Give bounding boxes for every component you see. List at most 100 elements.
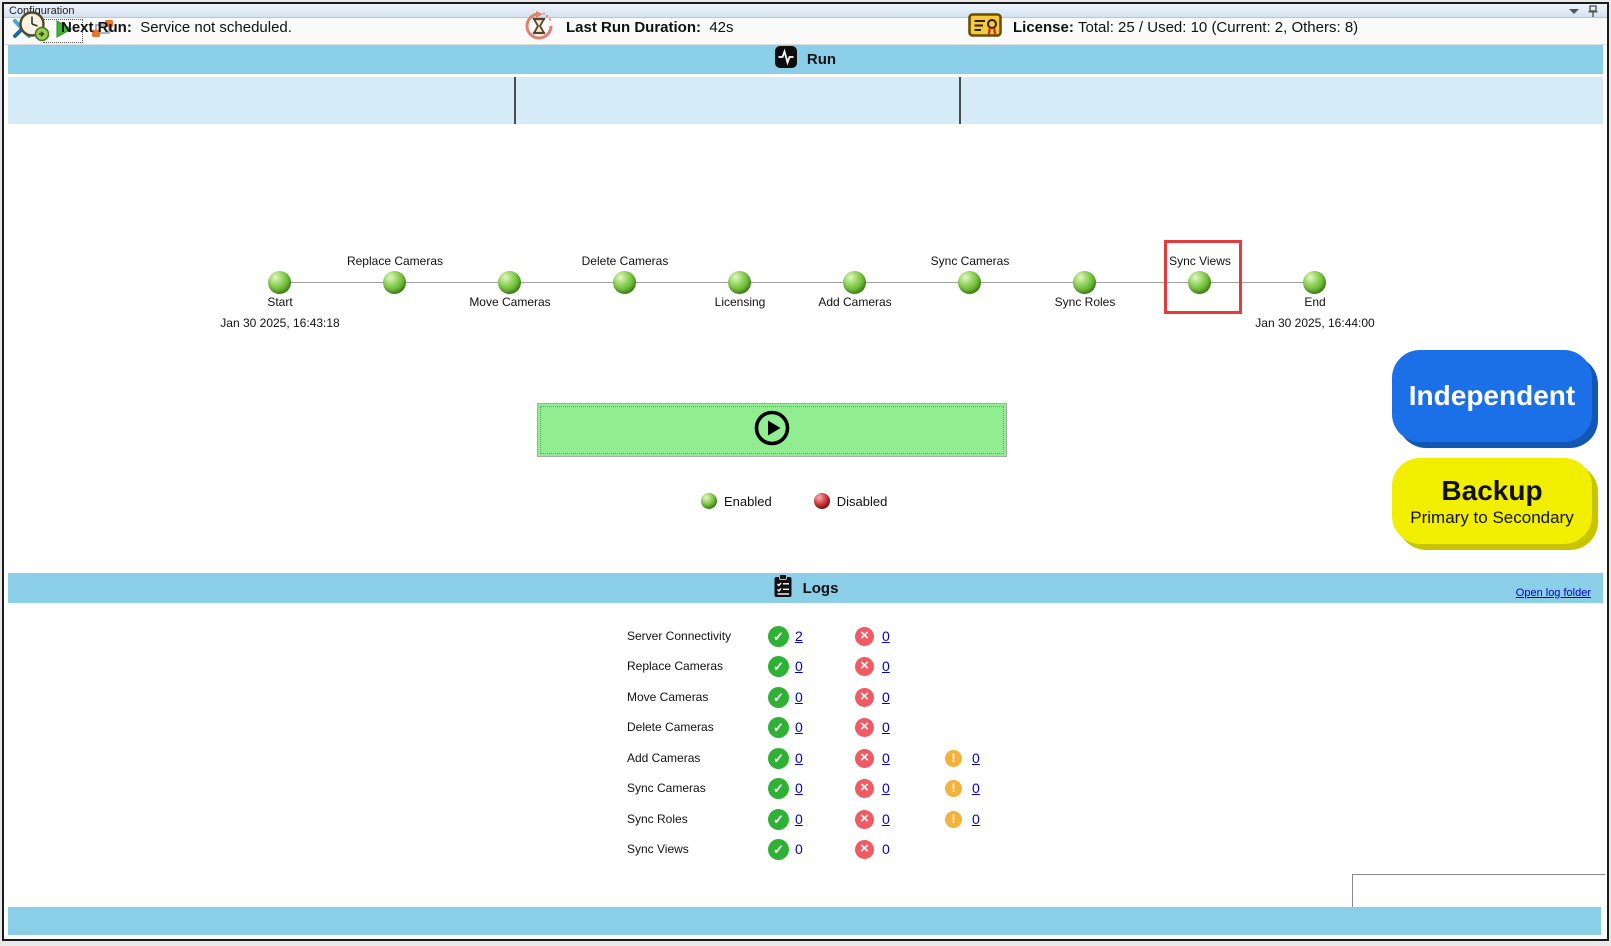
log-row-sync-views: Sync Views ✓ 0 × 0 bbox=[627, 839, 1047, 861]
success-icon: ✓ bbox=[768, 809, 789, 830]
log-row-sync-roles: Sync Roles ✓ 0 × 0 ! 0 bbox=[627, 809, 1047, 831]
timeline-node-add-cameras[interactable] bbox=[843, 271, 866, 294]
timeline-label-replace-cameras: Replace Cameras bbox=[346, 254, 444, 268]
log-row-sync-cameras: Sync Cameras ✓ 0 × 0 ! 0 bbox=[627, 778, 1047, 800]
right-panel-side-border bbox=[1352, 874, 1353, 907]
timeline-label-sync-views: Sync Views bbox=[1169, 254, 1231, 268]
timeline-label-add-cameras: Add Cameras bbox=[818, 295, 892, 309]
timeline-node-sync-roles[interactable] bbox=[1073, 271, 1096, 294]
log-row-label: Add Cameras bbox=[627, 751, 701, 765]
success-count-link[interactable]: 0 bbox=[795, 719, 803, 735]
success-icon: ✓ bbox=[768, 717, 789, 738]
log-row-label: Delete Cameras bbox=[627, 720, 714, 734]
log-row-label: Sync Cameras bbox=[627, 781, 706, 795]
success-count-link[interactable]: 0 bbox=[795, 658, 803, 674]
license-card-icon bbox=[968, 12, 1002, 44]
log-row-label: Move Cameras bbox=[627, 690, 709, 704]
duration-hourglass-icon bbox=[523, 10, 555, 46]
right-panel-bottom-border bbox=[1352, 874, 1605, 875]
run-section-header: Run bbox=[8, 45, 1603, 74]
enabled-dot-icon bbox=[701, 493, 717, 509]
license-value: Total: 25 / Used: 10 (Current: 2, Others… bbox=[1078, 19, 1359, 36]
play-icon bbox=[53, 19, 73, 44]
warning-count-link[interactable]: 0 bbox=[972, 750, 980, 766]
timeline-label-sync-roles: Sync Roles bbox=[1054, 295, 1116, 309]
run-tool-button[interactable] bbox=[43, 19, 83, 43]
success-count-link[interactable]: 0 bbox=[795, 689, 803, 705]
error-count-link[interactable]: 0 bbox=[882, 689, 890, 705]
timeline-node-end[interactable] bbox=[1303, 271, 1326, 294]
warning-icon: ! bbox=[945, 811, 962, 828]
timeline-node-start[interactable] bbox=[268, 271, 291, 294]
timeline-label-end: End bbox=[1304, 295, 1326, 309]
timeline-label-start: Start bbox=[267, 295, 293, 309]
error-icon: × bbox=[855, 718, 874, 737]
enabled-label: Enabled bbox=[724, 493, 772, 509]
disabled-label: Disabled bbox=[836, 493, 888, 509]
backup-mode-button[interactable]: Backup Primary to Secondary bbox=[1392, 458, 1592, 544]
success-icon: ✓ bbox=[768, 778, 789, 799]
independent-mode-button[interactable]: Independent bbox=[1392, 350, 1592, 442]
logs-header-title: Logs bbox=[802, 579, 839, 597]
toolbar bbox=[4, 18, 1607, 45]
error-icon: × bbox=[855, 779, 874, 798]
info-separator bbox=[959, 77, 961, 124]
backup-sublabel: Primary to Secondary bbox=[1410, 507, 1574, 527]
independent-label: Independent bbox=[1408, 380, 1576, 411]
timeline-node-delete-cameras[interactable] bbox=[613, 271, 636, 294]
status-legend: Enabled Disabled bbox=[701, 492, 887, 510]
log-row-move-cameras: Move Cameras ✓ 0 × 0 bbox=[627, 687, 1047, 709]
success-count-link[interactable]: 0 bbox=[795, 811, 803, 827]
error-count-link[interactable]: 0 bbox=[882, 719, 890, 735]
error-icon: × bbox=[855, 627, 874, 646]
open-log-folder-link[interactable]: Open log folder bbox=[1515, 587, 1591, 599]
success-count-link[interactable]: 0 bbox=[795, 750, 803, 766]
clipboard-logs-icon bbox=[773, 573, 793, 603]
timeline-label-licensing: Licensing bbox=[714, 295, 766, 309]
chevron-down-icon[interactable] bbox=[1569, 9, 1579, 14]
last-run-duration-info: Last Run Duration: 42s bbox=[523, 4, 943, 51]
error-count-link[interactable]: 0 bbox=[882, 780, 890, 796]
success-icon: ✓ bbox=[768, 687, 789, 708]
next-run-value: Service not scheduled. bbox=[140, 19, 292, 36]
error-icon: × bbox=[855, 688, 874, 707]
error-count-link[interactable]: 0 bbox=[882, 811, 890, 827]
license-label: License: bbox=[1013, 19, 1074, 36]
timeline-node-licensing[interactable] bbox=[728, 271, 751, 294]
play-circle-icon bbox=[753, 409, 791, 452]
warning-count-link[interactable]: 0 bbox=[972, 811, 980, 827]
run-info-bar bbox=[8, 77, 1603, 124]
timeline-node-replace-cameras[interactable] bbox=[383, 271, 406, 294]
success-count-link[interactable]: 2 bbox=[795, 628, 803, 644]
pin-icon[interactable] bbox=[1587, 5, 1599, 23]
error-count-link[interactable]: 0 bbox=[882, 658, 890, 674]
run-now-button[interactable] bbox=[537, 403, 1007, 457]
timeline-node-sync-cameras[interactable] bbox=[958, 271, 981, 294]
success-icon: ✓ bbox=[768, 656, 789, 677]
error-count-link[interactable]: 0 bbox=[882, 841, 890, 857]
log-row-label: Replace Cameras bbox=[627, 659, 724, 673]
log-row-label: Sync Roles bbox=[627, 812, 688, 826]
success-count-link[interactable]: 0 bbox=[795, 780, 803, 796]
log-row-replace-cameras: Replace Cameras ✓ 0 × 0 bbox=[627, 656, 1047, 678]
timeline-label-sync-cameras: Sync Cameras bbox=[930, 254, 1010, 268]
log-row-delete-cameras: Delete Cameras ✓ 0 × 0 bbox=[627, 717, 1047, 739]
log-row-add-cameras: Add Cameras ✓ 0 × 0 ! 0 bbox=[627, 748, 1047, 770]
next-run-info: Next Run: Service not scheduled. bbox=[18, 4, 498, 51]
error-count-link[interactable]: 0 bbox=[882, 628, 890, 644]
timeline-node-sync-views[interactable] bbox=[1188, 271, 1211, 294]
success-count-link[interactable]: 0 bbox=[795, 841, 803, 857]
next-run-clock-icon bbox=[18, 10, 50, 46]
log-row-label: Sync Views bbox=[627, 842, 689, 856]
timeline-node-move-cameras[interactable] bbox=[498, 271, 521, 294]
error-icon: × bbox=[855, 749, 874, 768]
timeline-end-date: Jan 30 2025, 16:44:00 bbox=[1255, 316, 1375, 330]
warning-count-link[interactable]: 0 bbox=[972, 780, 980, 796]
timeline-label-delete-cameras: Delete Cameras bbox=[581, 254, 669, 268]
warning-icon: ! bbox=[945, 780, 962, 797]
timeline-line bbox=[280, 282, 1315, 283]
activity-pulse-icon bbox=[774, 46, 797, 73]
timeline-label-move-cameras: Move Cameras bbox=[469, 295, 551, 309]
workflow-button[interactable] bbox=[88, 19, 116, 43]
error-count-link[interactable]: 0 bbox=[882, 750, 890, 766]
